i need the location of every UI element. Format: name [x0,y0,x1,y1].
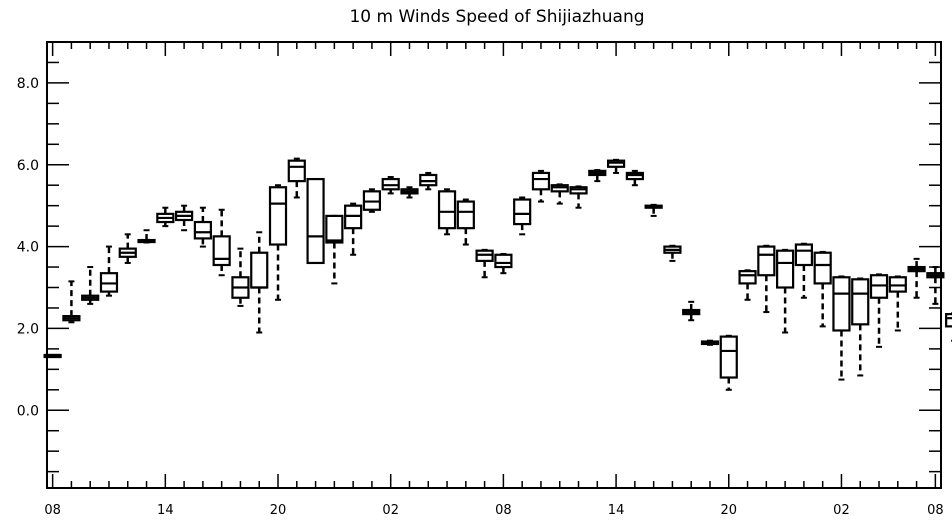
box-item [569,185,588,209]
box-iqr [513,198,532,226]
box-item [869,273,889,348]
box-item [663,244,682,262]
box-item [437,188,457,236]
box-item [757,244,776,314]
y-tick-label: 6.0 [17,158,39,174]
box-iqr [193,220,212,240]
box-iqr [325,214,344,244]
box-iqr [268,186,288,246]
box-series [43,157,952,391]
box-iqr [306,177,325,265]
x-tick-label: 08 [927,503,944,518]
box-item [250,231,269,334]
box-item [682,300,701,322]
x-tick-label: 02 [382,503,399,518]
box-item [813,250,832,328]
box-iqr [832,276,851,332]
box-iqr [851,278,870,326]
x-tick-label: 14 [157,503,174,518]
box-item [513,196,532,236]
box-item [475,248,494,279]
box-item [606,158,626,174]
box-item [344,202,363,256]
x-tick-label: 20 [270,503,287,518]
box-iqr [719,335,738,379]
box-iqr [250,251,269,289]
box-iqr [757,245,776,277]
box-item [43,353,62,359]
box-item [832,275,851,381]
x-tick-label: 08 [495,503,512,518]
box-item [231,247,250,307]
box-item [926,266,945,305]
box-item [700,339,720,346]
box-item [851,277,870,377]
y-tick-label: 8.0 [17,76,39,92]
box-item [400,186,419,199]
box-item [287,157,306,199]
box-item [268,184,288,301]
box-item [888,275,907,332]
box-item [644,203,663,217]
chart-title: 10 m Winds Speed of Shijiazhuang [349,7,644,27]
box-item [945,312,952,342]
box-item [156,206,175,228]
box-iqr [531,171,551,191]
box-iqr [212,235,231,267]
box-item [494,252,513,275]
box-item [588,169,607,183]
box-item [907,257,926,299]
x-tick-label: 14 [608,503,625,518]
x-tick-label: 20 [720,503,737,518]
box-iqr [945,313,952,328]
x-tick-label: 08 [44,503,61,518]
box-item [137,229,156,244]
box-item [118,233,137,264]
y-tick-label: 4.0 [17,240,39,256]
box-item [325,214,344,285]
box-iqr [494,253,513,269]
box-item [776,248,795,334]
box-item [550,183,569,205]
plot-frame [46,41,942,489]
box-item [212,208,231,277]
box-item [306,177,325,265]
box-iqr [794,243,813,267]
box-item [738,269,757,301]
box-iqr [437,190,457,230]
y-tick-label: 0.0 [17,403,39,419]
box-item [362,188,382,213]
box-iqr [738,270,757,285]
box-item [531,169,551,203]
box-item [794,242,813,299]
box-item [381,176,400,195]
box-iqr [776,249,795,289]
box-item [175,204,194,232]
x-tick-label: 02 [833,503,850,518]
box-item [193,206,212,248]
box-item [625,169,644,187]
box-iqr [456,200,475,230]
box-item [419,171,438,191]
box-item [81,266,100,305]
y-tick-label: 2.0 [17,321,39,337]
x-axis: 08 14 20 02 08 14 20 02 08 [44,42,944,518]
box-item [456,198,475,246]
box-item [719,334,738,391]
box-iqr [287,159,306,183]
box-item [62,280,81,324]
box-item [99,245,119,297]
box-iqr [813,251,832,285]
